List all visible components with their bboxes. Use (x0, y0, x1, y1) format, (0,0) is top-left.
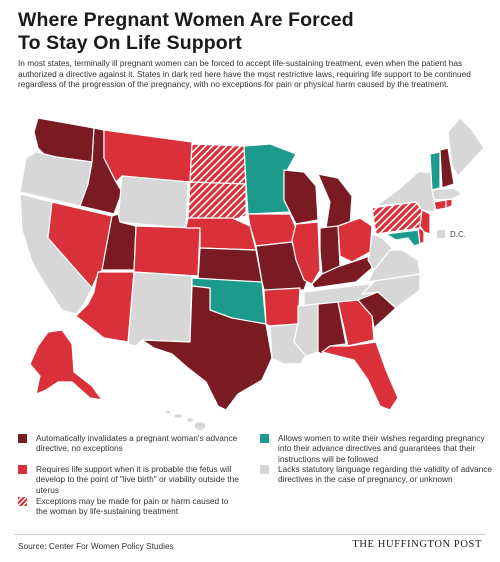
state-vermont (429, 151, 441, 191)
state-hawaii (164, 409, 207, 430)
state-new-jersey (419, 209, 431, 235)
legend-dark-red-text: Automatically invalidates a pregnant wom… (36, 433, 238, 454)
state-texas (141, 285, 273, 411)
legend-item-gray: Lacks statutory language regarding the v… (260, 464, 492, 485)
state-new-hampshire (439, 147, 455, 189)
state-pennsylvania (371, 201, 423, 235)
red-swatch (18, 465, 27, 474)
state-ohio (337, 217, 373, 263)
legend-gray-text: Lacks statutory language regarding the v… (278, 464, 493, 485)
legend-red-text: Requires life support when it is probabl… (36, 464, 239, 495)
state-wyoming (117, 175, 189, 229)
state-massachusetts (431, 187, 463, 201)
state-montana (103, 129, 193, 183)
state-kansas (197, 247, 263, 283)
state-virginia (367, 249, 421, 283)
legend-item-hatched: Exceptions may be made for pain or harm … (18, 496, 233, 517)
legend-item-red: Requires life support when it is probabl… (18, 464, 248, 495)
state-georgia (337, 299, 375, 347)
page-title: Where Pregnant Women Are Forced To Stay … (18, 9, 488, 55)
state-arkansas (263, 287, 301, 327)
footer-divider (14, 534, 486, 535)
dc-swatch (437, 230, 445, 238)
state-north-dakota (189, 143, 247, 185)
publisher-logo: THE HUFFINGTON POST (352, 539, 482, 550)
state-south-carolina (357, 291, 397, 329)
intro-paragraph: In most states, terminally ill pregnant … (18, 58, 471, 90)
state-rhode-island (445, 198, 453, 209)
legend-teal-text: Allows women to write their wishes regar… (278, 433, 485, 464)
hatched-swatch (18, 497, 27, 506)
legend-item-teal: Allows women to write their wishes regar… (260, 433, 492, 464)
legend: Automatically invalidates a pregnant wom… (14, 431, 494, 531)
source-credit: Source: Center For Women Policy Studies (18, 541, 174, 551)
us-map: D.C. (19, 117, 485, 430)
state-maine (447, 117, 485, 177)
gray-swatch (260, 465, 269, 474)
state-iowa (247, 213, 297, 247)
title-line-1: Where Pregnant Women Are Forced (18, 9, 354, 31)
legend-item-dark-red: Automatically invalidates a pregnant wom… (18, 433, 248, 454)
state-michigan (317, 173, 353, 229)
state-new-mexico (127, 271, 193, 347)
dark-red-swatch (18, 434, 27, 443)
title-line-2: To Stay On Life Support (18, 32, 243, 54)
dc-label: D.C. (450, 230, 466, 239)
state-wisconsin (283, 169, 319, 225)
state-alaska (29, 329, 103, 401)
state-florida (321, 341, 399, 411)
state-colorado (133, 225, 201, 277)
legend-hatched-text: Exceptions may be made for pain or harm … (36, 496, 229, 517)
teal-swatch (260, 434, 269, 443)
state-connecticut (433, 199, 447, 211)
state-illinois (291, 221, 321, 285)
state-south-dakota (187, 181, 247, 221)
